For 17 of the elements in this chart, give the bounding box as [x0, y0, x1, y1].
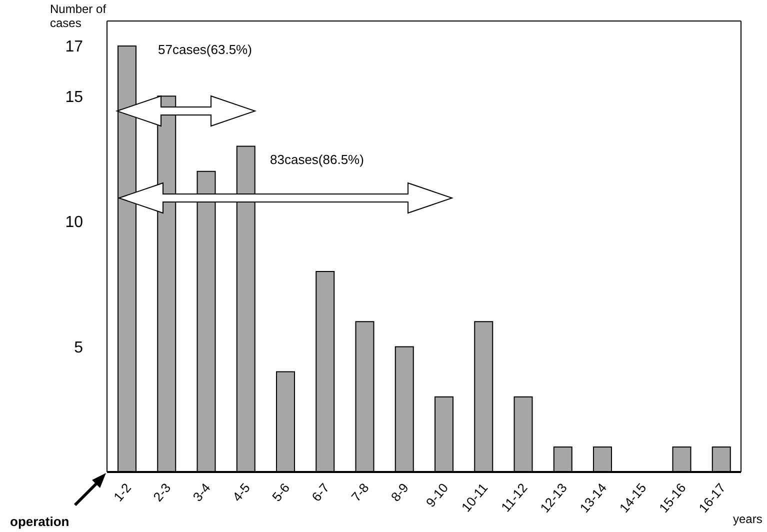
y-tick-label: 15 [65, 88, 84, 106]
y-tick-label: 10 [65, 214, 84, 232]
annotation: 83cases(86.5%) [270, 152, 364, 167]
x-axis-title: years [733, 512, 762, 526]
y-tick-label: 17 [65, 38, 84, 56]
x-tick-label: 5-6 [269, 480, 293, 504]
annotation: 57cases(63.5%) [158, 42, 252, 57]
x-tick-label: 4-5 [229, 480, 253, 504]
y-tick-label: 5 [74, 339, 84, 356]
y-axis-title: Number of cases [50, 2, 108, 30]
x-tick-label: 3-4 [190, 480, 214, 504]
text: operation [10, 514, 70, 529]
x-tick-label: 6-7 [308, 480, 332, 504]
x-tick-label: 1-2 [110, 480, 134, 504]
x-tick-label: 2-3 [150, 480, 174, 504]
x-tick-label: 8-9 [388, 480, 412, 504]
x-tick-label: 7-8 [348, 480, 372, 504]
